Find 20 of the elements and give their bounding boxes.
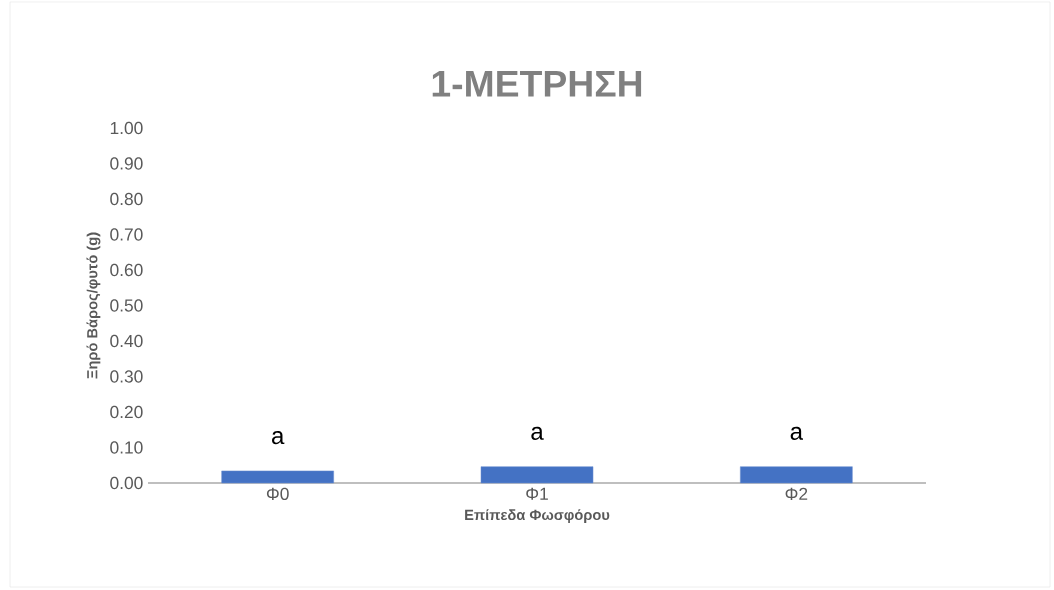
y-tick-label: 0.00 bbox=[110, 476, 143, 490]
y-tick-label: 0.30 bbox=[110, 370, 143, 383]
y-tick-label: 1.00 bbox=[110, 121, 143, 135]
y-tick-label: 0.50 bbox=[110, 299, 143, 312]
y-tick-label: 0.90 bbox=[110, 157, 143, 170]
y-tick-label: 0.10 bbox=[110, 441, 143, 454]
annotation: a bbox=[790, 426, 803, 440]
y-tick-label: 0.20 bbox=[110, 405, 143, 419]
annotation: a bbox=[531, 426, 544, 440]
x-tick-label: Φ2 bbox=[785, 487, 808, 500]
chart-title: 1-ΜΕΤΡΗΣΗ bbox=[432, 70, 642, 97]
y-tick-label: 0.80 bbox=[110, 192, 143, 206]
y-tick-label: 0.60 bbox=[110, 263, 143, 277]
y-axis-title: Ξηρό Βάρος/φυτό (g) bbox=[86, 232, 101, 379]
y-tick-label: 0.40 bbox=[110, 334, 143, 348]
x-axis-title: Επίπεδα Φωσφόρου bbox=[465, 509, 610, 523]
annotation: a bbox=[272, 431, 285, 445]
x-tick-label: Φ1 bbox=[526, 487, 548, 500]
y-tick-label: 0.70 bbox=[110, 228, 143, 241]
x-tick-label: Φ0 bbox=[266, 487, 289, 500]
